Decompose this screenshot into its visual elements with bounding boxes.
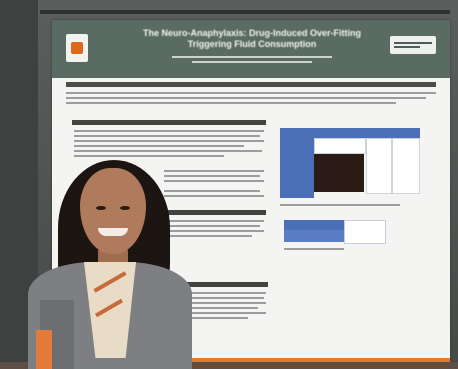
- secondary-table-caption: [284, 248, 344, 250]
- right-eye: [120, 206, 130, 210]
- poster-title: The Neuro-Anaphylaxis: Drug-Induced Over…: [142, 28, 361, 49]
- discussion-text-line: [168, 292, 266, 294]
- methods-text-line: [74, 140, 264, 142]
- methods-text-line: [164, 195, 264, 197]
- results-table: [280, 128, 420, 198]
- poster-affiliation: [192, 61, 312, 63]
- intro-text-line: [66, 102, 396, 104]
- methods-text-line: [164, 170, 264, 172]
- secondary-table: [284, 220, 386, 244]
- person-smile: [98, 228, 128, 236]
- methods-section-header: [72, 120, 266, 125]
- discussion-section-header: [164, 282, 268, 287]
- methods-text-line: [164, 180, 264, 182]
- discussion-text-line: [168, 312, 266, 314]
- left-eye: [96, 206, 106, 210]
- secondary-table-header: [284, 220, 344, 230]
- table-label-column: [280, 138, 314, 198]
- secondary-table-values: [344, 220, 386, 244]
- sponsor-logo: [390, 36, 436, 54]
- methods-text-line: [164, 190, 260, 192]
- table-cell: [314, 138, 366, 154]
- methods-text-line: [74, 130, 264, 132]
- methods-text-line: [74, 135, 260, 137]
- results-text-line: [168, 230, 264, 232]
- methods-text-line: [74, 155, 224, 157]
- discussion-text-line: [168, 307, 258, 309]
- methods-text-line: [164, 175, 260, 177]
- table-header-row: [280, 128, 420, 138]
- discussion-text-line: [168, 297, 264, 299]
- table-caption: [280, 204, 400, 206]
- results-text-line: [168, 225, 260, 227]
- discussion-text-line: [168, 317, 248, 319]
- poster-authors: [172, 56, 332, 58]
- secondary-table-body: [284, 230, 344, 242]
- methods-text-line: [74, 145, 244, 147]
- intro-text-line: [66, 97, 426, 99]
- floor: [0, 362, 458, 369]
- intro-text-line: [66, 92, 436, 94]
- table-highlight-block: [314, 154, 364, 192]
- intro-section-header: [66, 82, 436, 87]
- person-face: [80, 168, 146, 254]
- methods-text-line: [74, 150, 262, 152]
- discussion-text-line: [168, 302, 266, 304]
- table-cell: [366, 138, 392, 194]
- university-logo: [66, 34, 88, 62]
- poster-header: The Neuro-Anaphylaxis: Drug-Induced Over…: [52, 20, 450, 78]
- results-section-header: [164, 210, 266, 215]
- results-text-line: [168, 220, 264, 222]
- results-text-line: [168, 235, 252, 237]
- orange-shirt-edge: [36, 330, 52, 369]
- poster-board-top: [40, 10, 450, 14]
- table-cell: [392, 138, 420, 194]
